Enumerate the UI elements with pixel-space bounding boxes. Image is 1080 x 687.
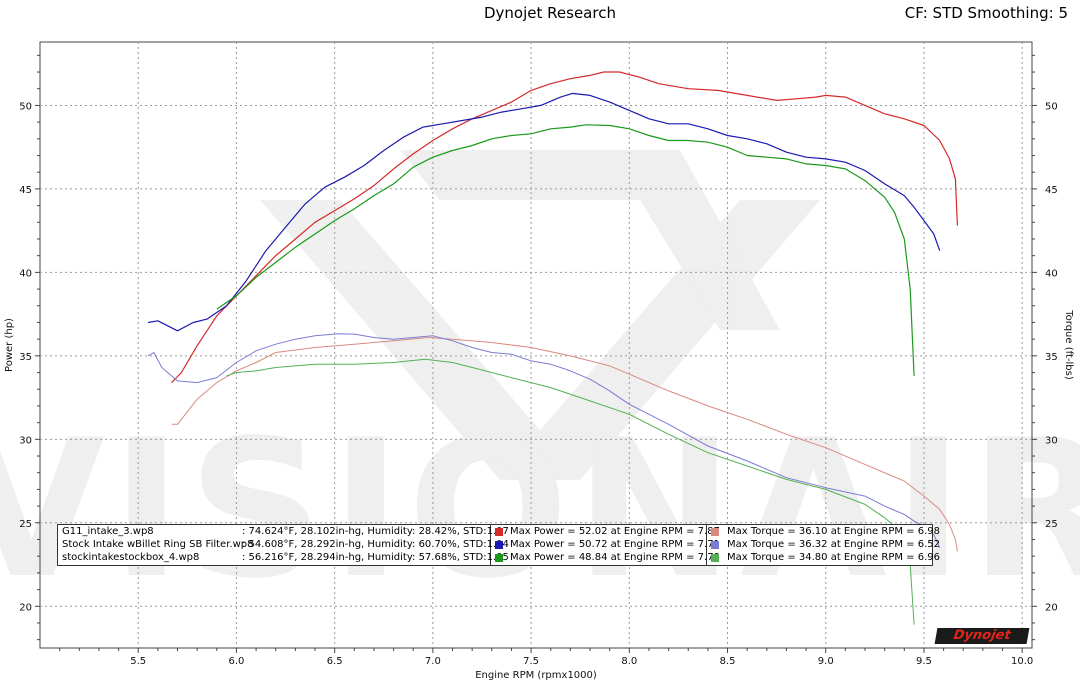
- x-tick-label: 5.5: [130, 656, 146, 667]
- legend-max-torque: Max Torque = 36.32 at Engine RPM = 6.52: [727, 539, 940, 550]
- run-legend: G11_intake_3.wp8 : 74.624°F, 28.102in-hg…: [57, 524, 940, 566]
- legend-power-swatch: [495, 541, 503, 549]
- x-tick-label: 8.0: [621, 656, 637, 667]
- x-tick-label: 10.0: [1011, 656, 1033, 667]
- y2-axis-label: Torque (ft-lbs): [1063, 309, 1074, 380]
- legend-run-conditions: : 54.608°F, 28.292in-hg, Humidity: 60.70…: [242, 539, 509, 550]
- legend-torque-swatch: [711, 541, 719, 549]
- legend-max-power: Max Power = 50.72 at Engine RPM = 7.71: [510, 539, 720, 550]
- y-tick-label: 45: [19, 185, 32, 196]
- torque-curve-2: [147, 333, 941, 549]
- dynojet-logo: Dynojet: [934, 628, 1030, 644]
- watermark-text: VISIONAIR: [0, 399, 1080, 620]
- legend-run-conditions: : 56.216°F, 28.294in-hg, Humidity: 57.68…: [242, 552, 509, 563]
- watermark-chevron: [400, 150, 780, 330]
- y2-tick-label: 35: [1045, 352, 1058, 363]
- x-tick-label: 9.5: [916, 656, 932, 667]
- cf-smoothing-info: CF: STD Smoothing: 5: [904, 4, 1068, 22]
- legend-torque-swatch: [711, 554, 719, 562]
- x-tick-label: 6.0: [228, 656, 244, 667]
- y2-tick-label: 45: [1045, 185, 1058, 196]
- y2-tick-label: 40: [1045, 268, 1058, 279]
- y-tick-label: 40: [19, 268, 32, 279]
- legend-power-swatch: [495, 528, 503, 536]
- x-tick-label: 6.5: [327, 656, 343, 667]
- x-tick-label: 9.0: [818, 656, 834, 667]
- y2-tick-label: 20: [1045, 602, 1058, 613]
- chart-title: Dynojet Research: [484, 4, 616, 22]
- y-axis-label: Power (hp): [4, 318, 15, 372]
- torque-curve-1: [171, 337, 958, 552]
- y-tick-label: 25: [19, 519, 32, 530]
- y2-tick-label: 50: [1045, 101, 1058, 112]
- legend-row-3: stockintakestockbox_4.wp8 : 56.216°F, 28…: [58, 552, 940, 565]
- y2-tick-label: 30: [1045, 435, 1058, 446]
- legend-run-name: stockintakestockbox_4.wp8: [62, 552, 200, 563]
- watermark-graphic: VISIONAIR: [0, 150, 1080, 620]
- x-tick-label: 7.0: [425, 656, 441, 667]
- legend-torque-swatch: [711, 528, 719, 536]
- legend-max-torque: Max Torque = 34.80 at Engine RPM = 6.96: [727, 552, 940, 563]
- power-curve-2: [147, 92, 941, 332]
- legend-run-conditions: : 74.624°F, 28.102in-hg, Humidity: 28.42…: [242, 526, 509, 537]
- power-curve-1: [171, 71, 958, 384]
- legend-row-1: G11_intake_3.wp8 : 74.624°F, 28.102in-hg…: [58, 526, 940, 539]
- legend-max-power: Max Power = 48.84 at Engine RPM = 7.78: [510, 552, 720, 563]
- legend-row-2: Stock Intake wBillet Ring SB Filter.wp8 …: [58, 539, 940, 552]
- x-tick-label: 7.5: [523, 656, 539, 667]
- legend-run-name: Stock Intake wBillet Ring SB Filter.wp8: [62, 539, 254, 550]
- torque-curve-3: [226, 358, 915, 625]
- x-axis-label: Engine RPM (rpmx1000): [475, 670, 597, 681]
- y-tick-label: 35: [19, 352, 32, 363]
- legend-run-name: G11_intake_3.wp8: [62, 526, 154, 537]
- x-tick-label: 8.5: [720, 656, 736, 667]
- y-tick-label: 50: [19, 101, 32, 112]
- y-tick-label: 20: [19, 602, 32, 613]
- legend-power-swatch: [495, 554, 503, 562]
- y-tick-label: 30: [19, 435, 32, 446]
- legend-max-power: Max Power = 52.02 at Engine RPM = 7.87: [510, 526, 720, 537]
- watermark-v-shape: [260, 200, 820, 480]
- legend-max-torque: Max Torque = 36.10 at Engine RPM = 6.98: [727, 526, 940, 537]
- power-curve-3: [216, 124, 915, 376]
- y2-tick-label: 25: [1045, 519, 1058, 530]
- header-bar: Dynojet Research CF: STD Smoothing: 5: [0, 0, 1080, 34]
